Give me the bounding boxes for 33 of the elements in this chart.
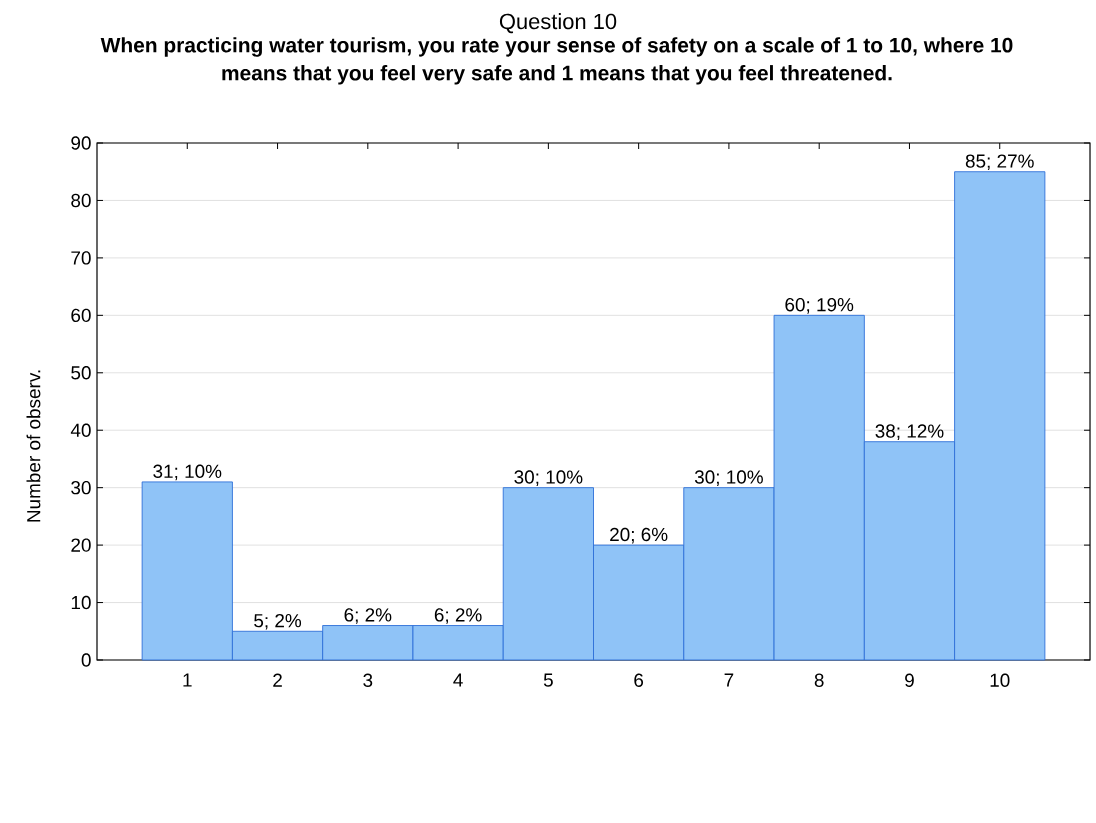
- data-label: 60; 19%: [785, 298, 854, 314]
- y-tick-label: 70: [71, 251, 91, 265]
- x-tick-label: 4: [453, 673, 463, 687]
- x-tick-label: 7: [724, 673, 734, 687]
- y-tick-label: 90: [71, 136, 91, 150]
- x-tick-label: 5: [543, 673, 553, 687]
- y-tick-label: 10: [71, 595, 91, 610]
- y-tick-label: 60: [71, 308, 91, 323]
- data-label: 85; 27%: [965, 154, 1034, 171]
- y-tick-label: 0: [81, 653, 91, 667]
- x-tick-label: 9: [905, 673, 914, 687]
- data-label: 5; 2%: [254, 613, 302, 630]
- x-tick-label: 8: [814, 673, 824, 687]
- data-label: 20; 6%: [610, 527, 668, 544]
- y-tick-label: 50: [71, 366, 91, 380]
- y-tick-label: 40: [70, 423, 91, 437]
- y-tick-label: 80: [71, 193, 91, 208]
- y-tick-label: 30: [71, 480, 91, 495]
- x-tick-label: 3: [363, 673, 373, 687]
- chart-subtitle: When practicing water tourism, you rate your sense of safety on a scale of 1 to 10, where 10 means that you feel very safe and 1 means that you feel threatened.: [100, 37, 1013, 85]
- x-tick-label: 6: [634, 673, 644, 687]
- data-label: 6; 2%: [344, 608, 392, 624]
- data-label: 30; 10%: [514, 470, 583, 486]
- x-tick-label: 10: [990, 673, 1010, 687]
- data-label: 6; 2%: [434, 608, 482, 624]
- data-label: 30; 10%: [694, 470, 763, 486]
- y-axis-title: Number of observ.: [26, 370, 41, 522]
- data-label: 31; 10%: [153, 464, 222, 481]
- y-tick-label: 20: [71, 538, 91, 552]
- x-tick-label: 2: [273, 673, 282, 687]
- data-label: 38; 12%: [875, 424, 944, 441]
- chart-title: Question 10: [499, 13, 617, 34]
- x-tick-label: 1: [183, 673, 192, 687]
